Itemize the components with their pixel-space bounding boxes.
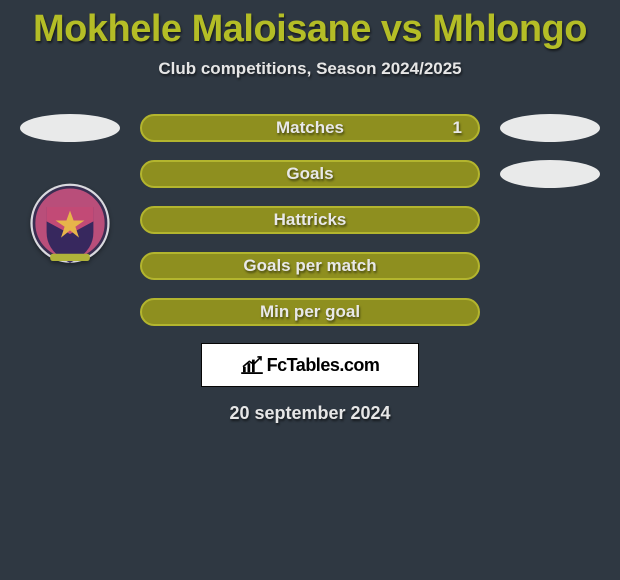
stat-label: Goals (286, 164, 333, 184)
left-slot (20, 114, 120, 142)
date-line: 20 september 2024 (0, 403, 620, 424)
right-slot (500, 114, 600, 142)
stat-bar: Hattricks (140, 206, 480, 234)
page-subtitle: Club competitions, Season 2024/2025 (0, 59, 620, 79)
stat-row-matches: Matches 1 (0, 113, 620, 143)
stat-label: Min per goal (260, 302, 360, 322)
right-oval (500, 160, 600, 188)
stat-label: Hattricks (274, 210, 347, 230)
brand-label: FcTables.com (267, 355, 380, 376)
stat-row-min-per-goal: Min per goal (0, 297, 620, 327)
stat-value-right: 1 (453, 118, 462, 138)
brand-link[interactable]: FcTables.com (241, 355, 380, 376)
right-oval (500, 114, 600, 142)
crest-icon (25, 180, 115, 270)
stat-bar: Matches 1 (140, 114, 480, 142)
brand-box[interactable]: FcTables.com (201, 343, 419, 387)
left-oval (20, 114, 120, 142)
stat-label: Matches (276, 118, 344, 138)
stat-bar: Goals (140, 160, 480, 188)
page-root: Mokhele Maloisane vs Mhlongo Club compet… (0, 0, 620, 580)
left-team-crest (20, 180, 120, 270)
stat-bar: Min per goal (140, 298, 480, 326)
right-slot (500, 160, 600, 188)
stat-bar: Goals per match (140, 252, 480, 280)
chart-icon (241, 356, 263, 374)
page-title: Mokhele Maloisane vs Mhlongo (0, 0, 620, 51)
stat-label: Goals per match (243, 256, 376, 276)
